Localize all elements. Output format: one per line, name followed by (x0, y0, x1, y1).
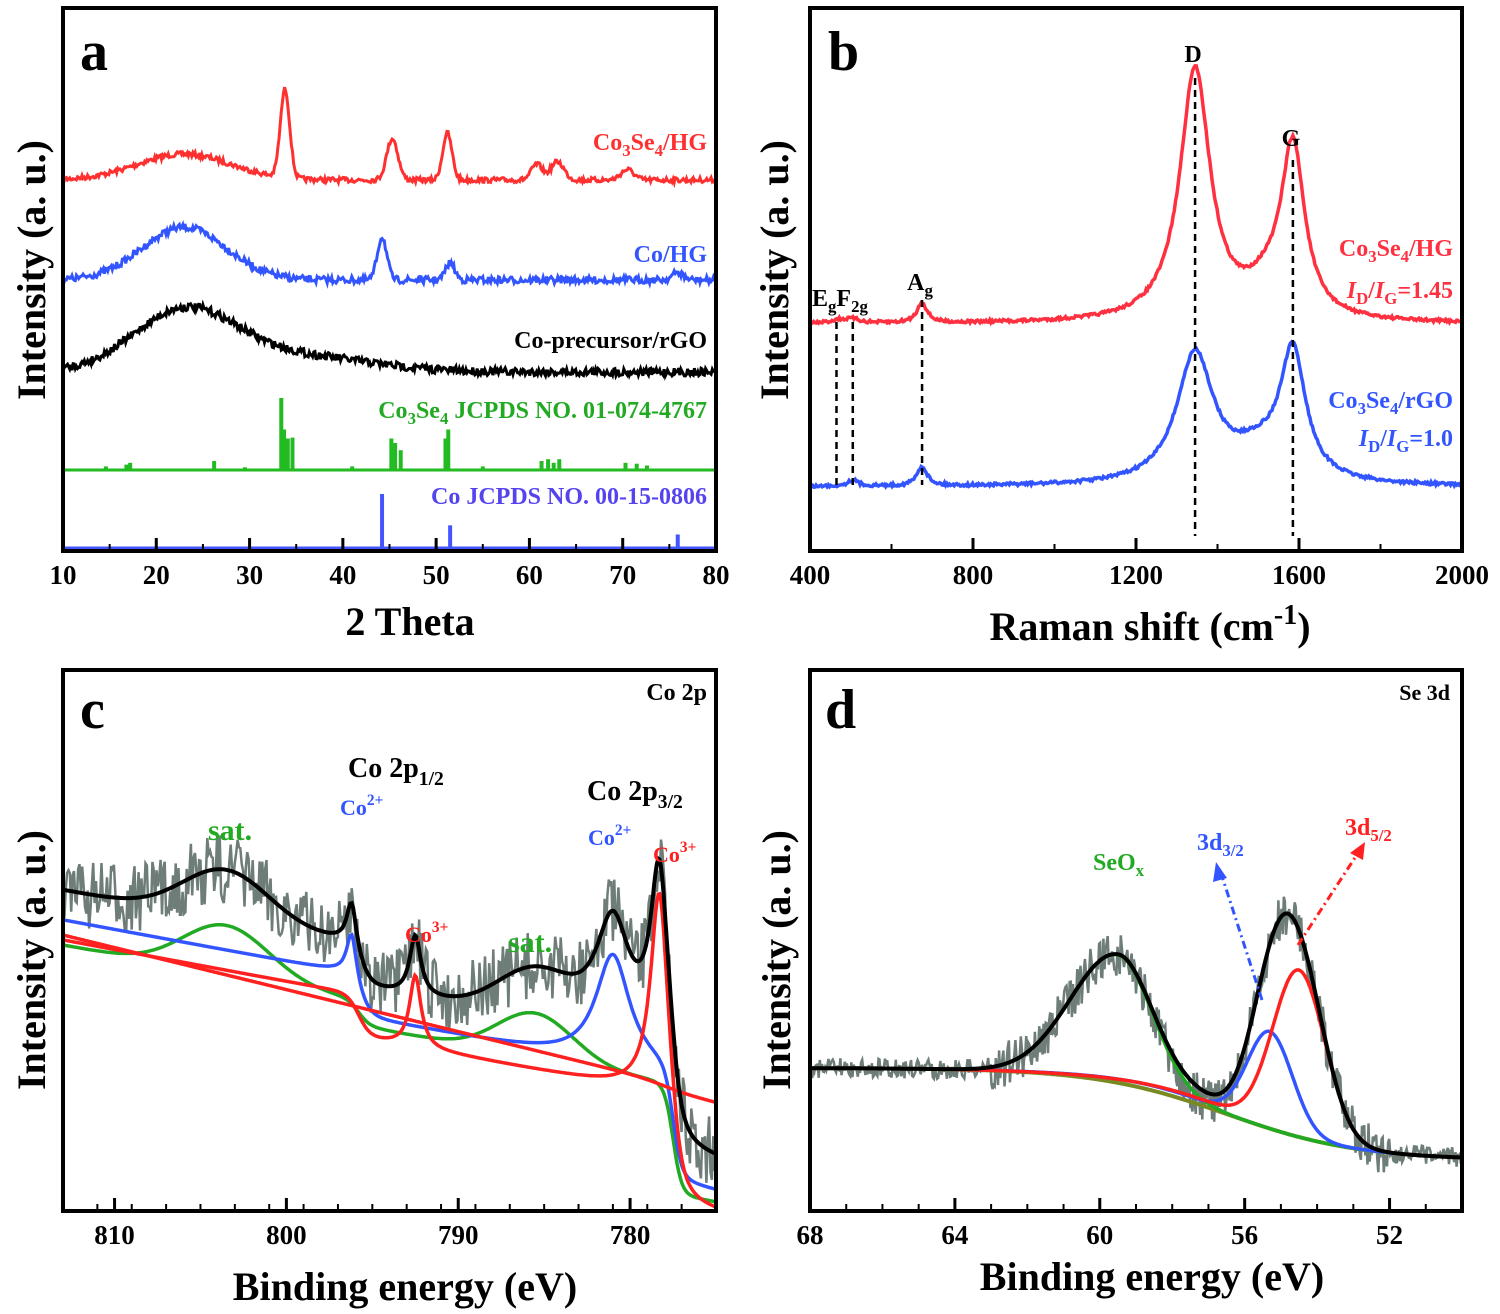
ref-label-co3se4: Co3Se4 JCPDS NO. 01-074-4767 (378, 398, 707, 428)
panel-c-ylabel: Intensity (a. u.) (9, 830, 54, 1090)
panel-d-xlabel: Binding energy (eV) (980, 1254, 1324, 1299)
series-label-co3se4-hg-raman: Co3Se4/HG (1339, 236, 1453, 266)
panel-d-ylabel: Intensity (a. u.) (754, 830, 799, 1090)
ann-co2-left: Co2+ (340, 792, 383, 820)
panel-a-tick-label: 20 (143, 560, 170, 590)
panel-a-tick-label: 10 (50, 560, 77, 590)
panel-c-curves (61, 835, 716, 1209)
peak-label-ag: Ag (907, 270, 933, 300)
panel-a-letter: a (80, 21, 108, 83)
panel-d-corner-label: Se 3d (1399, 680, 1450, 705)
series-label-co3se4-rgo-raman: Co3Se4/rGO (1328, 388, 1453, 418)
panel-c-ticks: 810 800 790 780 (62, 1198, 717, 1250)
panel-b-letter: b (828, 21, 859, 83)
panel-a-ylabel: Intensity (a. u.) (9, 140, 54, 400)
ratio-label-co3se4-rgo: ID/IG=1.0 (1358, 426, 1453, 456)
raw-spectrum (61, 835, 716, 1183)
panel-c-tick-label: 790 (438, 1220, 479, 1250)
panel-c-tick-label: 800 (266, 1220, 307, 1250)
raman-curve (809, 339, 1464, 491)
panel-a-tick-label: 40 (329, 560, 356, 590)
panel-c-xlabel: Binding energy (eV) (233, 1264, 577, 1309)
panel-b-tick-label: 1200 (1109, 560, 1163, 590)
panel-d-curves (808, 896, 1463, 1173)
panel-a: 10 20 30 40 50 60 70 80 a Co3Se4/HG Co/HG Co-pr… (9, 6, 730, 644)
fit-co2 (62, 918, 716, 1191)
ann-3d32: 3d3/2 (1197, 830, 1244, 860)
panel-d-tick-label: 56 (1231, 1220, 1258, 1250)
fit-envelope (810, 911, 1462, 1160)
ratio-label-co3se4-hg: ID/IG=1.45 (1346, 278, 1453, 308)
panel-a-tick-label: 30 (236, 560, 263, 590)
series-label-co-hg: Co/HG (634, 242, 708, 268)
panel-b-tick-label: 800 (953, 560, 994, 590)
peak-label-eg-f2g: EgF2g (812, 286, 868, 316)
panel-a-tick-label: 70 (609, 560, 636, 590)
panel-c: 810 800 790 780 c Co 2p Co 2p1/2 Co 2p3/2 s… (9, 668, 718, 1309)
panel-b-ylabel: Intensity (a. u.) (752, 140, 797, 400)
ann-co2-right: Co2+ (588, 822, 631, 850)
panel-a-curves (61, 86, 718, 550)
ann-co3-right: Co3+ (653, 839, 696, 867)
panel-d-tick-label: 60 (1086, 1220, 1113, 1250)
panel-b-curves (808, 63, 1464, 536)
panel-d-tick-label: 52 (1376, 1220, 1403, 1250)
panel-a-ticks: 10 20 30 40 50 60 70 80 (50, 538, 730, 590)
panel-d: 68 64 60 56 52 d Se 3d SeOx 3d3/2 3d5/2 Bind… (754, 668, 1464, 1299)
ann-co2p12: Co 2p1/2 (348, 753, 444, 790)
panel-b-ticks: 400 800 1200 1600 2000 (790, 538, 1489, 590)
xrd-curve (61, 299, 717, 381)
fit-3d32 (810, 1029, 1462, 1160)
raman-curve (808, 63, 1462, 327)
series-label-co-precursor: Co-precursor/rGO (514, 328, 707, 354)
fit-satellite (62, 923, 715, 1204)
panel-c-frame (61, 668, 718, 1213)
ann-co3-left: Co3+ (405, 919, 448, 947)
panel-b-tick-label: 2000 (1435, 560, 1489, 590)
panel-d-tick-label: 64 (941, 1220, 968, 1250)
ann-seox: SeOx (1093, 850, 1145, 880)
panel-c-tick-label: 780 (610, 1220, 651, 1250)
panel-c-tick-label: 810 (94, 1220, 135, 1250)
arrowhead-3d52 (1350, 842, 1365, 860)
peak-label-g: G (1282, 126, 1301, 152)
fit-envelope (62, 855, 716, 1156)
panel-b-tick-label: 1600 (1272, 560, 1326, 590)
panel-b-tick-label: 400 (790, 560, 831, 590)
peak-label-d: D (1184, 42, 1201, 68)
panel-c-corner-label: Co 2p (646, 680, 707, 706)
ann-3d52: 3d5/2 (1345, 815, 1392, 845)
ann-sat-left: sat. (208, 814, 252, 847)
panel-c-letter: c (80, 679, 105, 741)
panel-d-ticks: 68 64 60 56 52 (797, 1198, 1463, 1250)
ann-co2p32: Co 2p3/2 (587, 776, 683, 813)
panel-a-tick-label: 60 (516, 560, 543, 590)
fit-background (62, 933, 715, 1104)
panel-b-xlabel: Raman shift (cm-1) (989, 600, 1310, 649)
arrowhead-3d32 (1213, 862, 1227, 882)
arrow-3d32 (1218, 869, 1264, 1001)
panel-d-letter: d (825, 679, 856, 741)
ref-label-co: Co JCPDS NO. 00-15-0806 (431, 484, 707, 510)
fit-co3 (62, 891, 716, 1209)
xrd-curve (61, 220, 716, 290)
series-label-co3se4-hg: Co3Se4/HG (593, 130, 707, 160)
arrow-3d52 (1296, 849, 1362, 946)
panel-a-tick-label: 50 (423, 560, 450, 590)
raw-spectrum (808, 896, 1463, 1173)
panel-a-tick-label: 80 (703, 560, 730, 590)
panel-a-xlabel: 2 Theta (345, 599, 474, 644)
panel-d-tick-label: 68 (797, 1220, 824, 1250)
xrd-curve (61, 86, 718, 189)
ann-sat-right: sat. (508, 926, 552, 959)
panel-b: 400 800 1200 1600 2000 b D G Ag EgF2g Co3Se4… (752, 6, 1489, 649)
